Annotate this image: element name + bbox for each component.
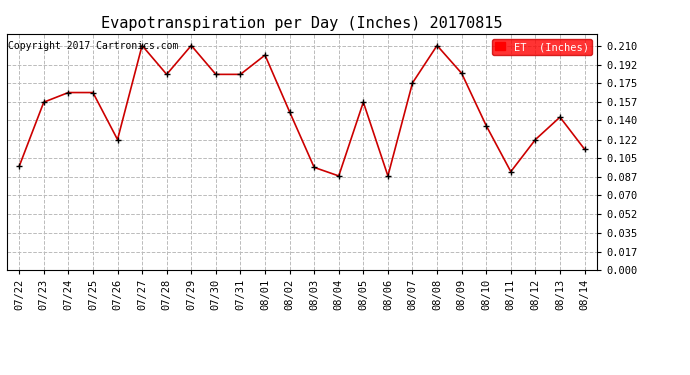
Title: Evapotranspiration per Day (Inches) 20170815: Evapotranspiration per Day (Inches) 2017… — [101, 16, 502, 31]
Text: Copyright 2017 Cartronics.com: Copyright 2017 Cartronics.com — [8, 41, 179, 51]
Legend: ET  (Inches): ET (Inches) — [492, 39, 591, 55]
